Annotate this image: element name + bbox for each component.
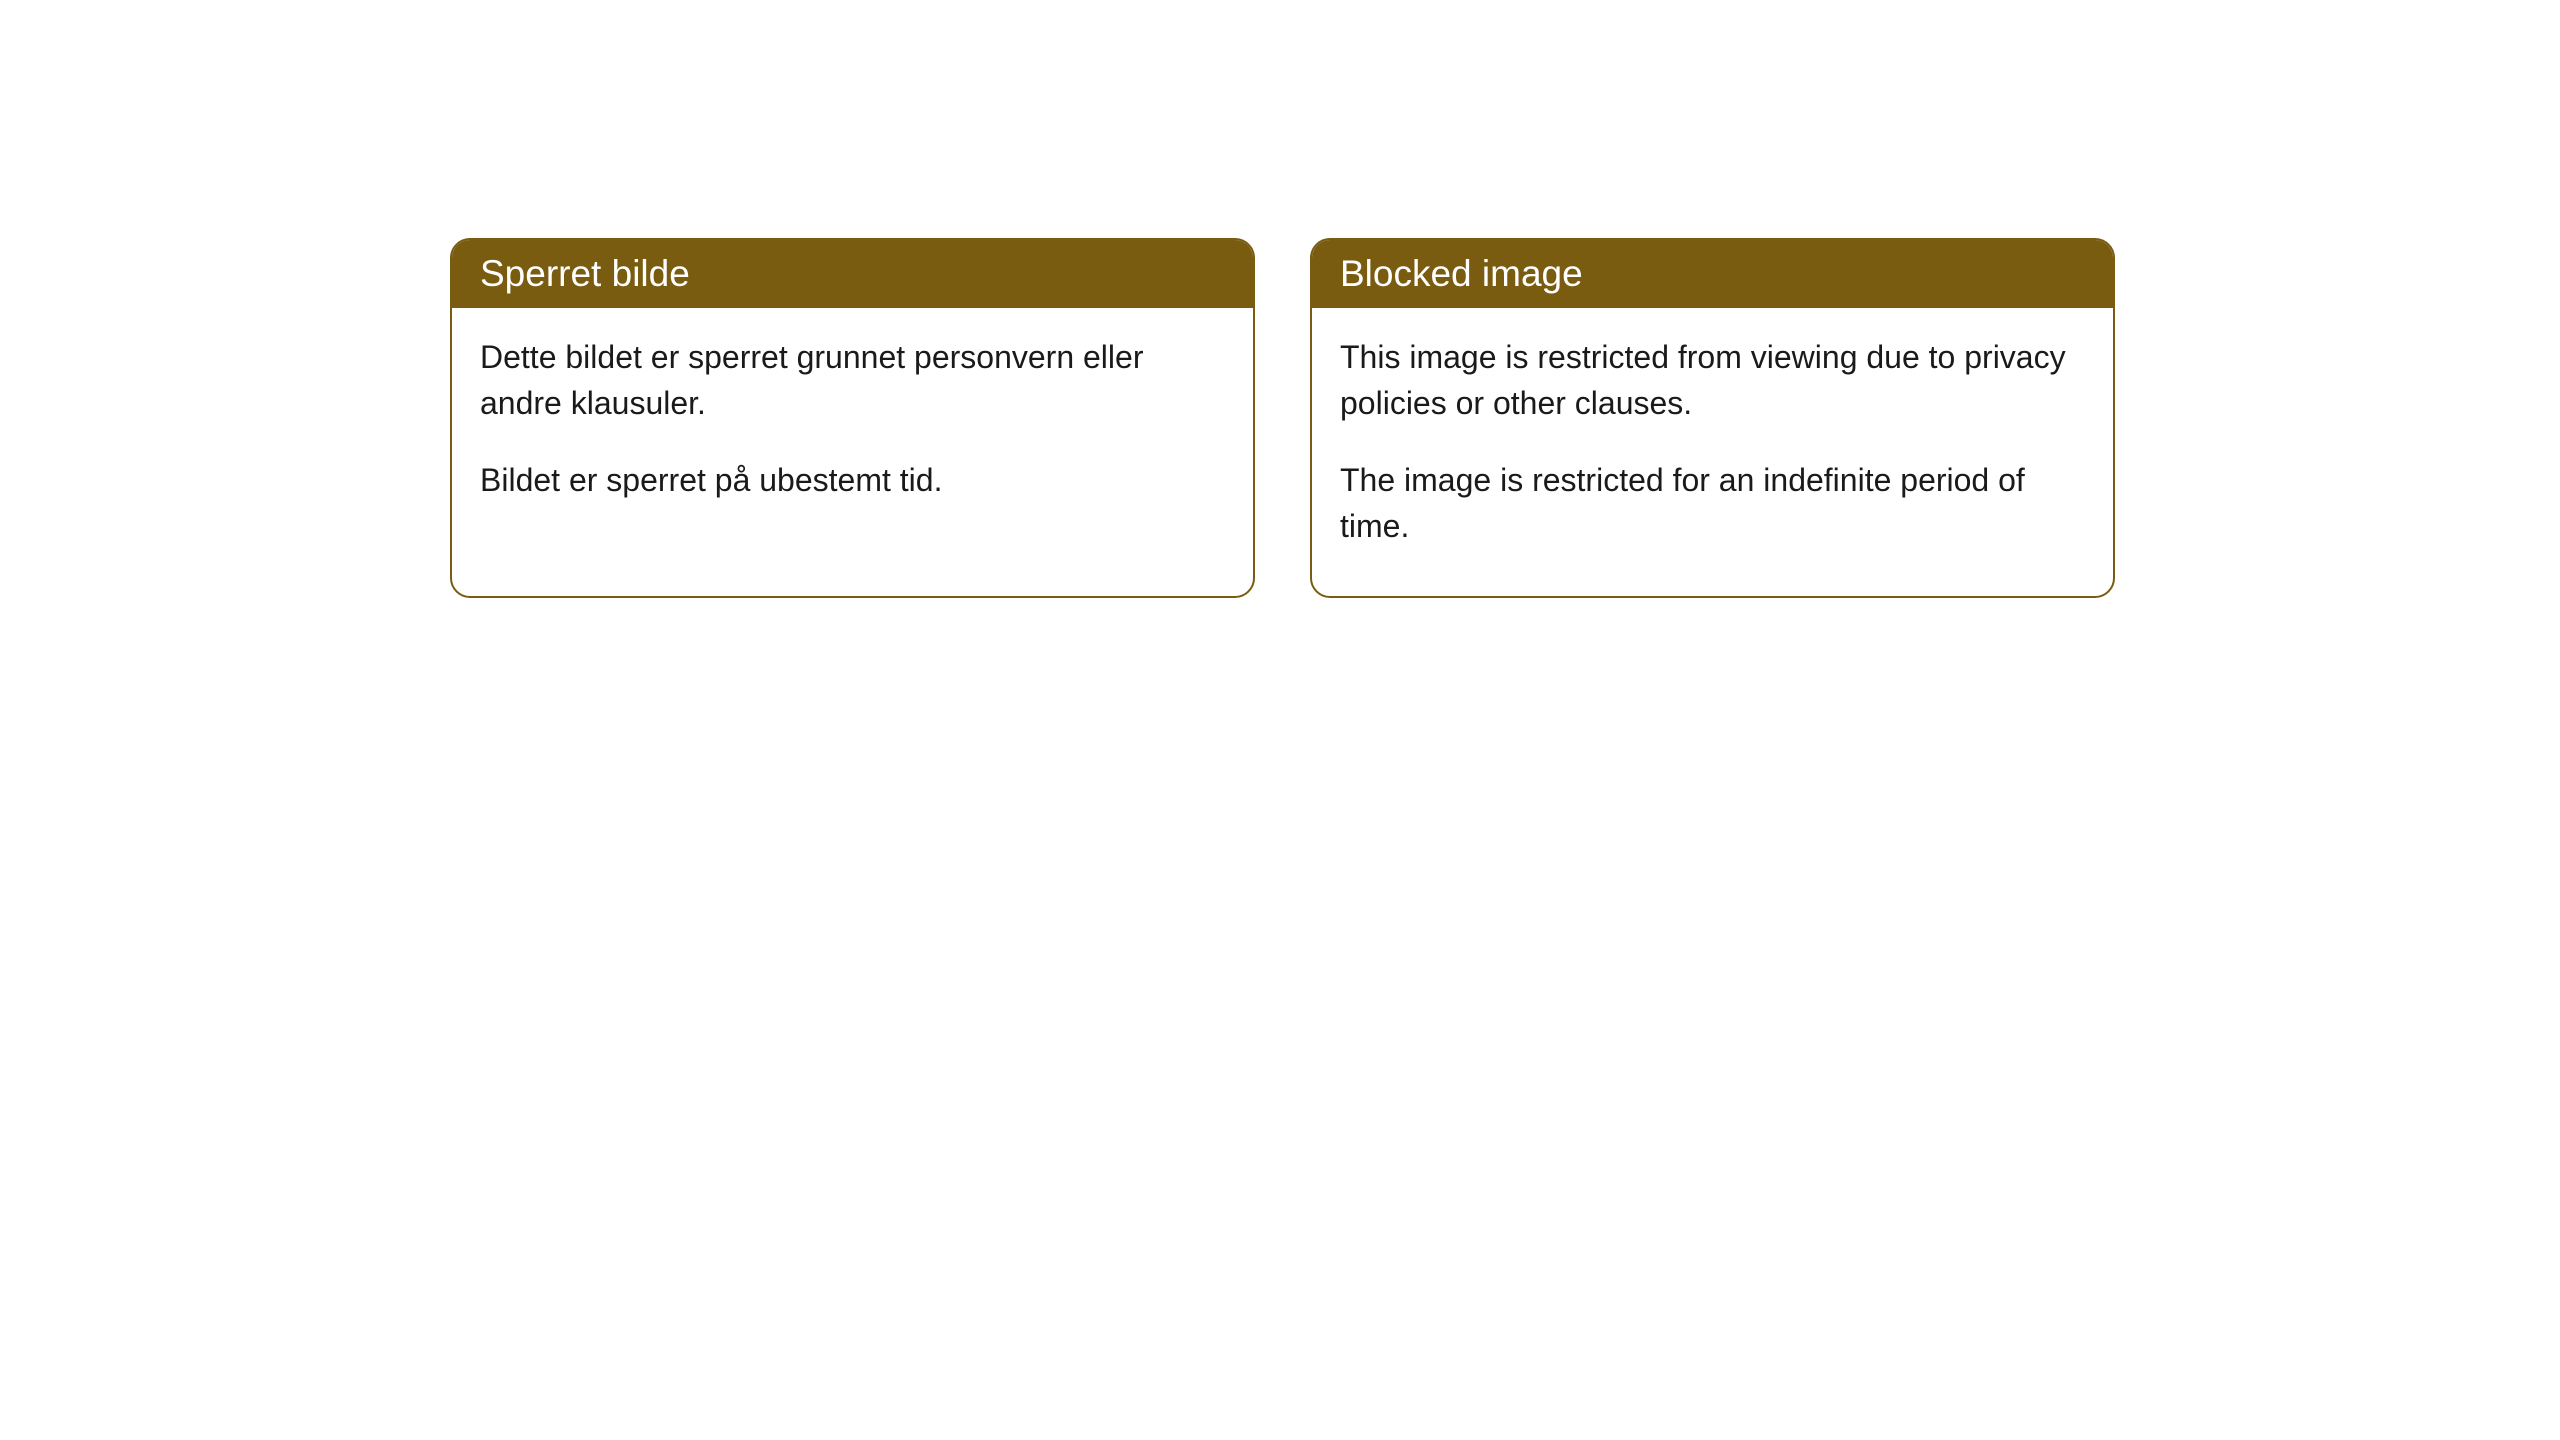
blocked-image-card-norwegian: Sperret bilde Dette bildet er sperret gr… — [450, 238, 1255, 598]
card-body-english: This image is restricted from viewing du… — [1312, 308, 2113, 596]
notice-cards-container: Sperret bilde Dette bildet er sperret gr… — [450, 238, 2115, 598]
card-header-english: Blocked image — [1312, 240, 2113, 308]
card-text-norwegian-1: Dette bildet er sperret grunnet personve… — [480, 334, 1225, 427]
card-text-english-1: This image is restricted from viewing du… — [1340, 334, 2085, 427]
card-title-english: Blocked image — [1340, 253, 1583, 294]
card-text-english-2: The image is restricted for an indefinit… — [1340, 457, 2085, 550]
card-title-norwegian: Sperret bilde — [480, 253, 690, 294]
card-text-norwegian-2: Bildet er sperret på ubestemt tid. — [480, 457, 1225, 503]
card-body-norwegian: Dette bildet er sperret grunnet personve… — [452, 308, 1253, 549]
blocked-image-card-english: Blocked image This image is restricted f… — [1310, 238, 2115, 598]
card-header-norwegian: Sperret bilde — [452, 240, 1253, 308]
